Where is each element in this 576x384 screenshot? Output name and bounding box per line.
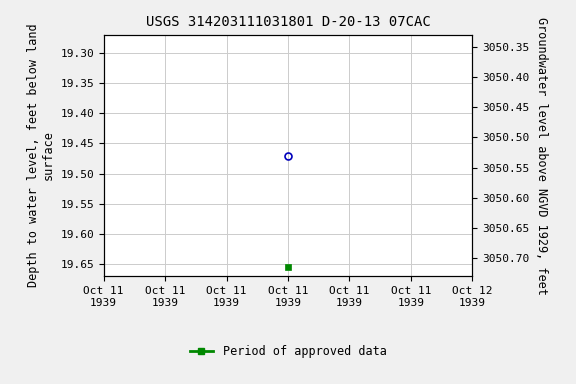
Y-axis label: Depth to water level, feet below land
surface: Depth to water level, feet below land su… xyxy=(26,24,55,287)
Title: USGS 314203111031801 D-20-13 07CAC: USGS 314203111031801 D-20-13 07CAC xyxy=(146,15,430,29)
Y-axis label: Groundwater level above NGVD 1929, feet: Groundwater level above NGVD 1929, feet xyxy=(535,17,548,295)
Legend: Period of approved data: Period of approved data xyxy=(185,340,391,362)
